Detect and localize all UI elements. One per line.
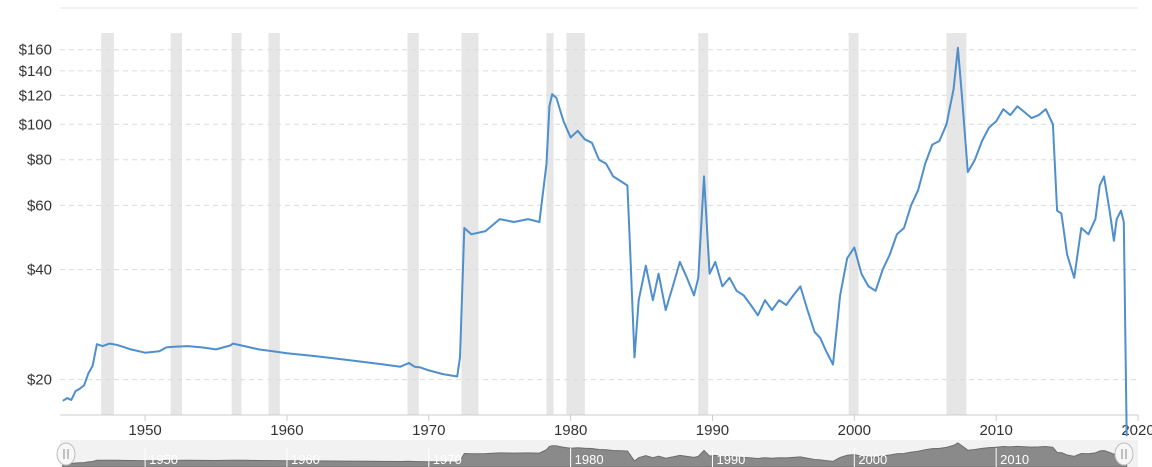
navigator-left-handle[interactable] <box>56 442 76 466</box>
recession-band <box>566 33 585 415</box>
drag-handle-icon <box>1121 449 1127 459</box>
recession-band <box>407 33 419 415</box>
recession-band <box>170 33 182 415</box>
navigator-label: 2010 <box>1000 452 1029 467</box>
navigator-right-handle[interactable] <box>1114 442 1134 466</box>
x-axis: 1950 1960 1970 1980 1990 2000 2010 2020 <box>60 414 1152 439</box>
navigator-series <box>62 442 1128 467</box>
recession-bands <box>101 33 967 415</box>
navigator-label: 1950 <box>149 452 178 467</box>
y-tick-label: $140 <box>19 63 52 80</box>
navigator-label: 1980 <box>575 452 604 467</box>
range-navigator[interactable]: 1950 1960 1970 1980 1990 2000 2010 <box>56 440 1138 467</box>
handle-body[interactable] <box>1114 442 1134 466</box>
recession-band <box>268 33 280 415</box>
navigator-label: 1960 <box>291 452 320 467</box>
series-line <box>62 46 1128 437</box>
recession-band <box>546 33 554 415</box>
drag-handle-icon <box>63 449 69 459</box>
recession-band <box>461 33 479 415</box>
x-tick-label: 1960 <box>270 422 303 439</box>
recession-band <box>698 33 709 415</box>
x-tick-label: 1970 <box>412 422 445 439</box>
y-tick-label: $40 <box>27 262 52 279</box>
x-tick-label: 2000 <box>838 422 871 439</box>
navigator-label: 2000 <box>858 452 887 467</box>
y-tick-label: $60 <box>27 197 52 214</box>
gridlines <box>60 49 1138 381</box>
series-layer <box>62 46 1128 437</box>
x-tick-label: 2010 <box>979 422 1012 439</box>
navigator-label: 1990 <box>716 452 745 467</box>
recession-band <box>848 33 859 415</box>
recession-band <box>946 33 967 415</box>
y-tick-label: $100 <box>19 116 52 133</box>
recession-band <box>101 33 114 415</box>
y-tick-label: $160 <box>19 42 52 59</box>
x-tick-label: 2020 <box>1121 422 1152 439</box>
handle-body[interactable] <box>56 442 76 466</box>
x-tick-label: 1980 <box>554 422 587 439</box>
y-tick-label: $120 <box>19 87 52 104</box>
navigator-label: 1970 <box>433 452 462 467</box>
y-tick-label: $20 <box>27 372 52 389</box>
recession-band <box>231 33 242 415</box>
x-tick-label: 1990 <box>696 422 729 439</box>
y-tick-label: $80 <box>27 152 52 169</box>
y-axis: $20 $40 $60 $80 $100 $120 $140 $160 <box>19 42 52 389</box>
x-tick-label: 1950 <box>128 422 161 439</box>
